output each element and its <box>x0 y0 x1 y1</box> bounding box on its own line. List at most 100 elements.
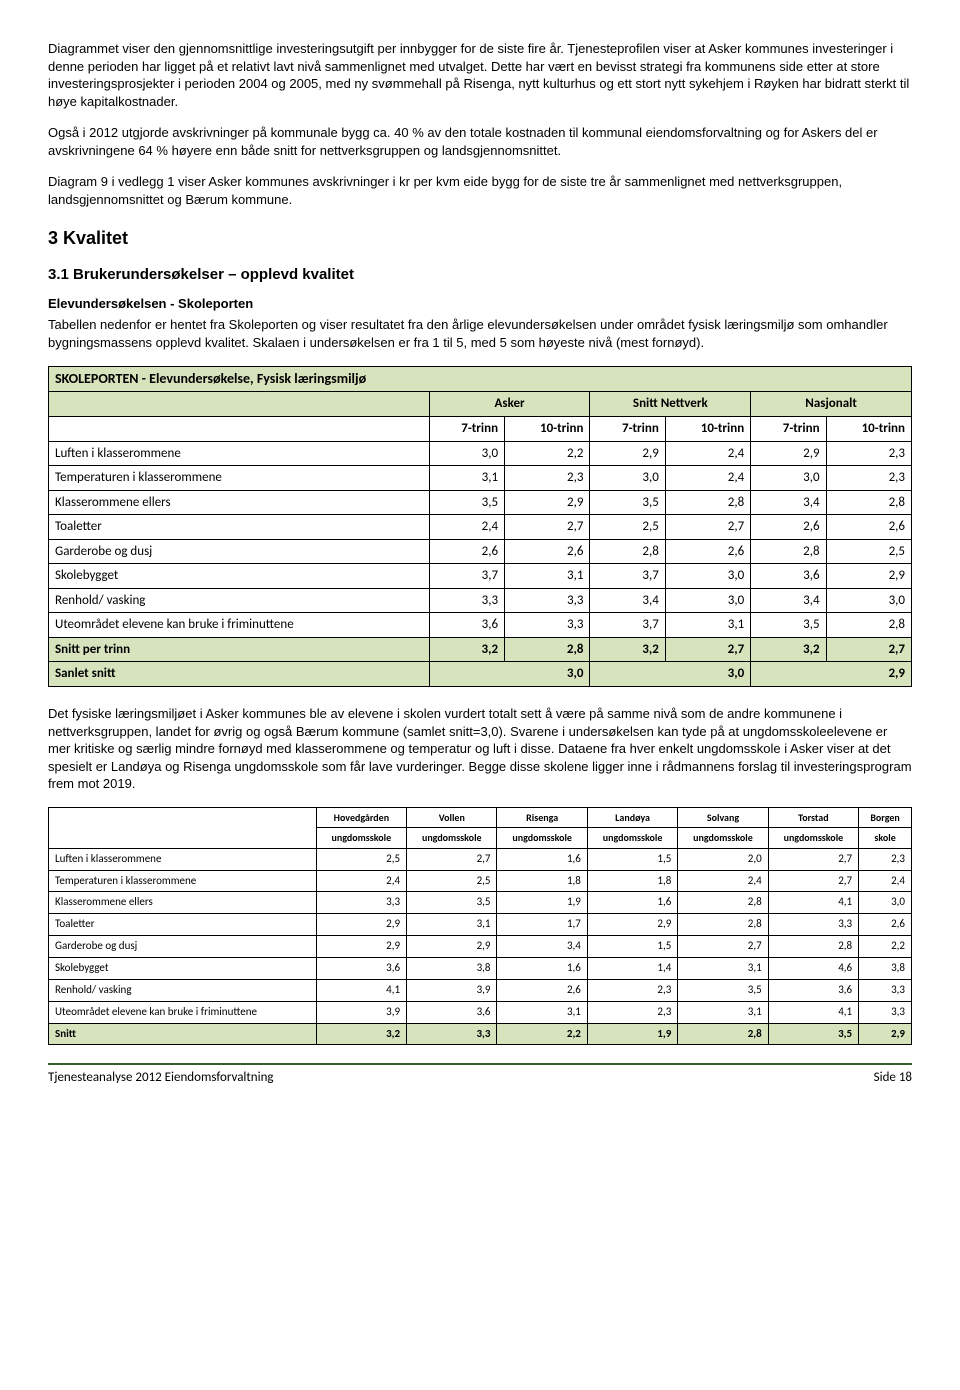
t2-s3t: Landøya <box>587 807 677 828</box>
t2-s2t: Risenga <box>497 807 587 828</box>
t2-cell: 1,9 <box>497 892 587 914</box>
t1-row-label: Garderobe og dusj <box>49 539 430 564</box>
t1-c2: 7-trinn <box>590 417 665 442</box>
footer-left: Tjenesteanalyse 2012 Eiendomsforvaltning <box>48 1069 274 1087</box>
t2-snitt-0: 3,2 <box>316 1023 406 1045</box>
t2-cell: 2,9 <box>407 936 497 958</box>
t2-cell: 3,8 <box>407 957 497 979</box>
table-row: Uteområdet elevene kan bruke i friminutt… <box>49 1001 912 1023</box>
t2-s5t: Torstad <box>768 807 858 828</box>
t1-title: SKOLEPORTEN - Elevundersøkelse, Fysisk l… <box>49 366 912 392</box>
t2-s4t: Solvang <box>678 807 768 828</box>
t2-row-label: Renhold/ vasking <box>49 979 317 1001</box>
t1-cell: 3,3 <box>429 588 504 613</box>
table-row: Temperaturen i klasserommene2,42,51,81,8… <box>49 870 912 892</box>
t2-cell: 2,3 <box>587 1001 677 1023</box>
t1-cell: 2,7 <box>505 515 590 540</box>
t1-cell: 2,3 <box>505 466 590 491</box>
t2-cell: 3,3 <box>859 1001 912 1023</box>
t1-cell: 3,5 <box>751 613 826 638</box>
t2-cell: 2,9 <box>316 936 406 958</box>
t1-cell: 3,4 <box>751 588 826 613</box>
t2-row-label: Toaletter <box>49 914 317 936</box>
t1-snitt-0: 3,2 <box>429 637 504 662</box>
t1-cell: 2,8 <box>665 490 750 515</box>
table-row: Toaletter2,42,72,52,72,62,6 <box>49 515 912 540</box>
t2-cell: 2,3 <box>859 848 912 870</box>
t1-cell: 2,5 <box>826 539 911 564</box>
t1-snitt-row: Snitt per trinn 3,2 2,8 3,2 2,7 3,2 2,7 <box>49 637 912 662</box>
t2-cell: 3,1 <box>497 1001 587 1023</box>
t1-cell: 2,9 <box>505 490 590 515</box>
t2-row-label: Temperaturen i klasserommene <box>49 870 317 892</box>
t2-cell: 2,8 <box>678 892 768 914</box>
t2-snitt-1: 3,3 <box>407 1023 497 1045</box>
t2-cell: 2,7 <box>768 848 858 870</box>
t2-cell: 2,9 <box>587 914 677 936</box>
t2-snitt-lbl: Snitt <box>49 1023 317 1045</box>
t2-cell: 2,7 <box>407 848 497 870</box>
t1-cell: 2,9 <box>826 564 911 589</box>
table-row: Skolebygget3,73,13,73,03,62,9 <box>49 564 912 589</box>
t1-cell: 3,5 <box>590 490 665 515</box>
t2-cell: 3,4 <box>497 936 587 958</box>
t2-snitt-3: 1,9 <box>587 1023 677 1045</box>
t1-cell: 3,0 <box>665 588 750 613</box>
t2-cell: 3,5 <box>678 979 768 1001</box>
t2-cell: 3,9 <box>316 1001 406 1023</box>
t2-cell: 2,7 <box>678 936 768 958</box>
t2-cell: 2,6 <box>859 914 912 936</box>
t2-cell: 4,6 <box>768 957 858 979</box>
t2-cell: 4,1 <box>316 979 406 1001</box>
table-row: Uteområdet elevene kan bruke i friminutt… <box>49 613 912 638</box>
t2-s2b: ungdomsskole <box>497 828 587 849</box>
t1-cell: 2,8 <box>826 613 911 638</box>
t1-row-label: Luften i klasserommene <box>49 441 430 466</box>
t1-cell: 2,9 <box>590 441 665 466</box>
t2-cell: 2,4 <box>316 870 406 892</box>
t2-hdr-top: Hovedgården Vollen Risenga Landøya Solva… <box>49 807 912 828</box>
t1-cell: 2,3 <box>826 466 911 491</box>
t1-sanlet-2: 2,9 <box>751 662 912 687</box>
t1-row-label: Klasserommene ellers <box>49 490 430 515</box>
table-row: Temperaturen i klasserommene3,12,33,02,4… <box>49 466 912 491</box>
t2-cell: 3,9 <box>407 979 497 1001</box>
t2-cell: 1,8 <box>587 870 677 892</box>
elev-heading: Elevundersøkelsen - Skoleporten <box>48 295 912 313</box>
t1-blank1 <box>49 392 430 417</box>
t1-cell: 2,4 <box>665 466 750 491</box>
t1-snitt-3: 2,7 <box>665 637 750 662</box>
t2-cell: 2,4 <box>678 870 768 892</box>
t2-cell: 2,7 <box>768 870 858 892</box>
table-skoleporten: SKOLEPORTEN - Elevundersøkelse, Fysisk l… <box>48 366 912 687</box>
t1-cell: 3,0 <box>429 441 504 466</box>
t1-sanlet-0: 3,0 <box>429 662 590 687</box>
t2-cell: 1,6 <box>497 848 587 870</box>
footer-right: Side 18 <box>874 1069 912 1087</box>
para-2: Også i 2012 utgjorde avskrivninger på ko… <box>48 124 912 159</box>
t1-cell: 3,0 <box>826 588 911 613</box>
t1-c0: 7-trinn <box>429 417 504 442</box>
t2-cell: 2,2 <box>859 936 912 958</box>
t1-g2: Nasjonalt <box>751 392 912 417</box>
t1-cell: 2,7 <box>665 515 750 540</box>
t1-cell: 2,8 <box>826 490 911 515</box>
t1-cell: 3,7 <box>429 564 504 589</box>
t1-cell: 3,6 <box>751 564 826 589</box>
t1-col-row: 7-trinn 10-trinn 7-trinn 10-trinn 7-trin… <box>49 417 912 442</box>
t1-cell: 3,0 <box>590 466 665 491</box>
t2-s4b: ungdomsskole <box>678 828 768 849</box>
t2-cell: 1,6 <box>497 957 587 979</box>
t2-cell: 2,9 <box>316 914 406 936</box>
t1-cell: 3,7 <box>590 564 665 589</box>
t2-cell: 3,3 <box>316 892 406 914</box>
t1-c1: 10-trinn <box>505 417 590 442</box>
t1-cell: 3,1 <box>665 613 750 638</box>
t2-row-label: Garderobe og dusj <box>49 936 317 958</box>
table-row: Skolebygget3,63,81,61,43,14,63,8 <box>49 957 912 979</box>
t2-cell: 3,3 <box>768 914 858 936</box>
t2-s6t: Borgen <box>859 807 912 828</box>
t1-cell: 2,6 <box>665 539 750 564</box>
t1-sanlet-lbl: Sanlet snitt <box>49 662 430 687</box>
t2-snitt-5: 3,5 <box>768 1023 858 1045</box>
